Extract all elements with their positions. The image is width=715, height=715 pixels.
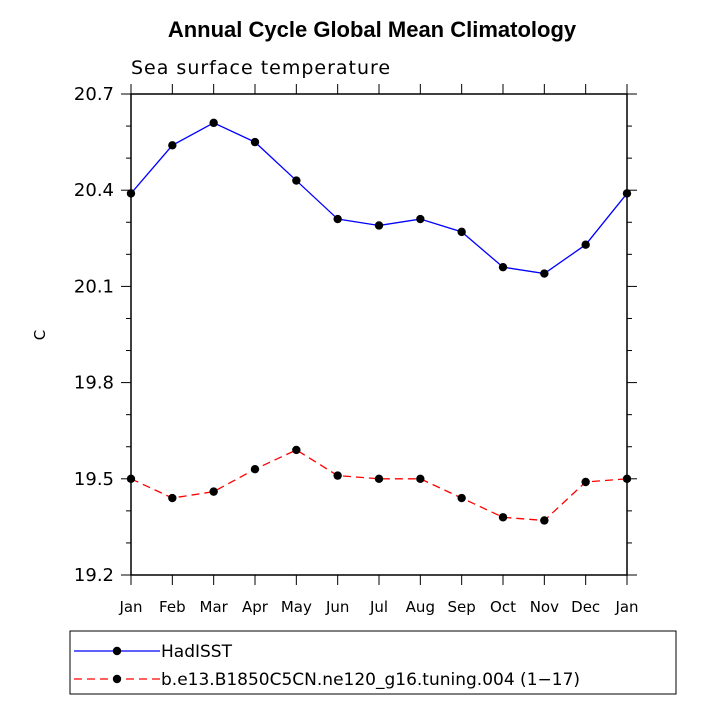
series-0-point bbox=[540, 269, 549, 278]
series-0-point bbox=[457, 227, 466, 237]
series-1-point bbox=[250, 464, 260, 474]
series-0-point bbox=[622, 189, 632, 198]
x-tick-label: May bbox=[281, 598, 312, 616]
x-tick-label: Jan bbox=[118, 598, 142, 616]
chart-subtitle: Sea surface temperature bbox=[131, 57, 391, 79]
series-1-point bbox=[333, 471, 342, 480]
series-0-point bbox=[292, 176, 301, 185]
legend: HadISST b.e13.B1850C5CN.ne120_g16.tuning.… bbox=[74, 642, 580, 690]
series-layer bbox=[126, 118, 632, 525]
series-0-point bbox=[209, 118, 218, 128]
y-axis-ticks: 19.2 19.5 19.8 20.1 20.4 20.7 bbox=[74, 84, 637, 586]
y-tick-label: 19.8 bbox=[74, 373, 114, 394]
series-1-point bbox=[126, 474, 136, 483]
y-tick-label: 20.1 bbox=[74, 276, 114, 297]
series-1-point bbox=[457, 493, 466, 503]
y-tick-label: 20.4 bbox=[74, 180, 114, 201]
series-0-point bbox=[581, 240, 590, 249]
legend-box bbox=[69, 630, 677, 695]
series-1-point bbox=[416, 474, 425, 483]
series-1-point bbox=[581, 477, 590, 487]
y-axis-label: C bbox=[31, 330, 49, 340]
plot-frame bbox=[130, 93, 628, 576]
legend-label-0: HadISST bbox=[161, 642, 233, 662]
series-1-point bbox=[292, 445, 301, 455]
series-0-point bbox=[498, 262, 508, 272]
series-1-point bbox=[498, 513, 508, 522]
legend-marker-1 bbox=[112, 674, 122, 684]
y-tick-label: 19.2 bbox=[74, 565, 114, 586]
series-1-point bbox=[622, 474, 632, 483]
series-0-point bbox=[168, 141, 177, 150]
x-tick-label: Jul bbox=[369, 598, 388, 616]
x-tick-label: Feb bbox=[159, 598, 186, 616]
series-1-point bbox=[168, 493, 177, 503]
chart-title: Annual Cycle Global Mean Climatology bbox=[168, 17, 577, 42]
x-tick-label: Dec bbox=[571, 598, 600, 616]
x-tick-label: Jan bbox=[614, 598, 638, 616]
series-line-0 bbox=[130, 122, 628, 275]
legend-marker-0 bbox=[112, 646, 122, 656]
x-tick-label: Jun bbox=[325, 598, 349, 616]
x-tick-label: Apr bbox=[242, 598, 269, 616]
x-tick-label: Mar bbox=[200, 598, 229, 616]
x-tick-label: Nov bbox=[530, 598, 559, 616]
series-line-1 bbox=[130, 449, 628, 522]
series-1-point bbox=[209, 487, 218, 496]
series-0-point bbox=[416, 214, 425, 224]
legend-label-1: b.e13.B1850C5CN.ne120_g16.tuning.004 (1−… bbox=[161, 670, 580, 690]
series-1-point bbox=[374, 474, 384, 483]
x-axis-ticks: Jan Feb Mar Apr May Jun Jul Aug Sep Oct Nov Dec Jan bbox=[118, 84, 639, 616]
x-tick-label: Aug bbox=[406, 598, 435, 616]
x-tick-label: Oct bbox=[490, 598, 516, 616]
series-0-point bbox=[126, 189, 136, 198]
y-tick-label: 20.7 bbox=[74, 84, 114, 105]
y-tick-label: 19.5 bbox=[74, 469, 114, 490]
series-1-point bbox=[540, 516, 549, 525]
x-tick-label: Sep bbox=[448, 598, 476, 616]
series-0-point bbox=[374, 221, 384, 230]
series-0-point bbox=[333, 214, 342, 224]
series-0-point bbox=[250, 137, 260, 147]
